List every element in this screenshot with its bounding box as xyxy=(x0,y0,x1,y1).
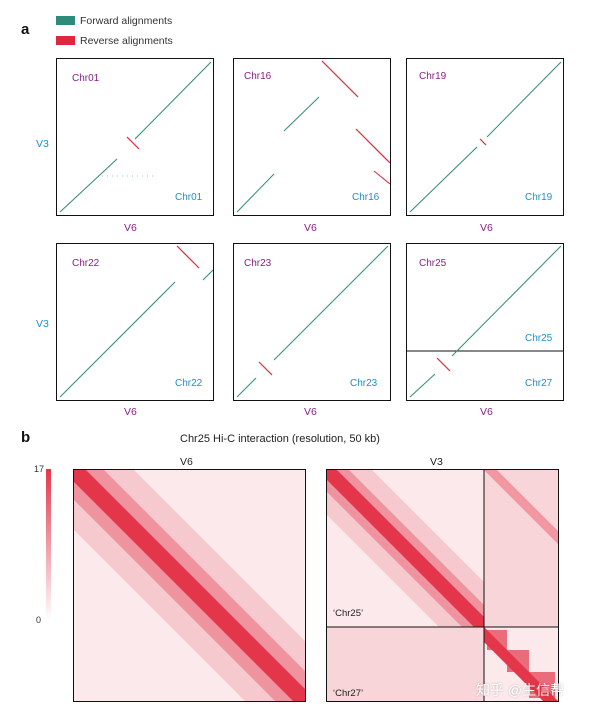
y-axis-label-row1: V3 xyxy=(36,138,49,150)
dotplot-chr01-top-label: Chr01 xyxy=(72,73,100,84)
dotplot-chr23-top-label: Chr23 xyxy=(244,258,272,269)
dotplot-chr27-bottom-label: Chr27 xyxy=(525,378,553,389)
reverse-legend-label: Reverse alignments xyxy=(80,35,173,47)
dotplot-chr25-chr27: Chr25 Chr25 Chr27 xyxy=(406,243,564,401)
dotplot-chr16-bottom-label: Chr16 xyxy=(352,192,380,203)
dotplot-chr19: Chr19 Chr19 xyxy=(406,58,564,216)
dotplot-chr22-bottom-label: Chr22 xyxy=(175,378,203,389)
panel-b-letter: b xyxy=(21,429,31,446)
dotplot-chr19-bottom-label: Chr19 xyxy=(525,192,553,203)
x-axis-label-4: V6 xyxy=(124,406,137,418)
dotplot-chr23: Chr23 Chr23 xyxy=(233,243,391,401)
colorbar xyxy=(46,469,51,621)
forward-legend-label: Forward alignments xyxy=(80,15,173,27)
hic-chr25-label: ‘Chr25’ xyxy=(333,608,364,619)
x-axis-label-5: V6 xyxy=(304,406,317,418)
dotplot-chr16: Chr16 Chr16 xyxy=(233,58,391,216)
hic-title: Chr25 Hi-C interaction (resolution, 50 k… xyxy=(180,433,380,445)
forward-swatch xyxy=(56,16,75,25)
y-axis-label-row2: V3 xyxy=(36,318,49,330)
x-axis-label-3: V6 xyxy=(480,222,493,234)
colorbar-max: 17 xyxy=(34,464,45,474)
hic-left-label: V6 xyxy=(180,456,193,468)
dotplot-chr19-top-label: Chr19 xyxy=(419,71,447,82)
hic-right-label: V3 xyxy=(430,456,443,468)
colorbar-min: 0 xyxy=(36,615,42,625)
dotplot-chr22-top-label: Chr22 xyxy=(72,258,100,269)
hic-heatmap-v3: ‘Chr25’ ‘Chr27’ xyxy=(326,469,559,702)
x-axis-label-1: V6 xyxy=(124,222,137,234)
panel-a-letter: a xyxy=(21,21,30,38)
dotplot-chr25-bottom-label: Chr25 xyxy=(525,333,553,344)
hic-chr27-label: ‘Chr27’ xyxy=(333,688,364,699)
reverse-swatch xyxy=(56,36,75,45)
x-axis-label-2: V6 xyxy=(304,222,317,234)
dotplot-chr01: Chr01 Chr01 xyxy=(56,58,214,216)
watermark: 知乎 @生信帮 xyxy=(476,682,565,698)
dotplot-chr25-top-label: Chr25 xyxy=(419,258,447,269)
dotplot-chr16-top-label: Chr16 xyxy=(244,71,272,82)
dotplot-chr22: Chr22 Chr22 xyxy=(56,243,214,401)
dotplot-chr01-bottom-label: Chr01 xyxy=(175,192,203,203)
dotplot-chr23-bottom-label: Chr23 xyxy=(350,378,378,389)
hic-heatmap-v6 xyxy=(73,469,306,702)
x-axis-label-6: V6 xyxy=(480,406,493,418)
